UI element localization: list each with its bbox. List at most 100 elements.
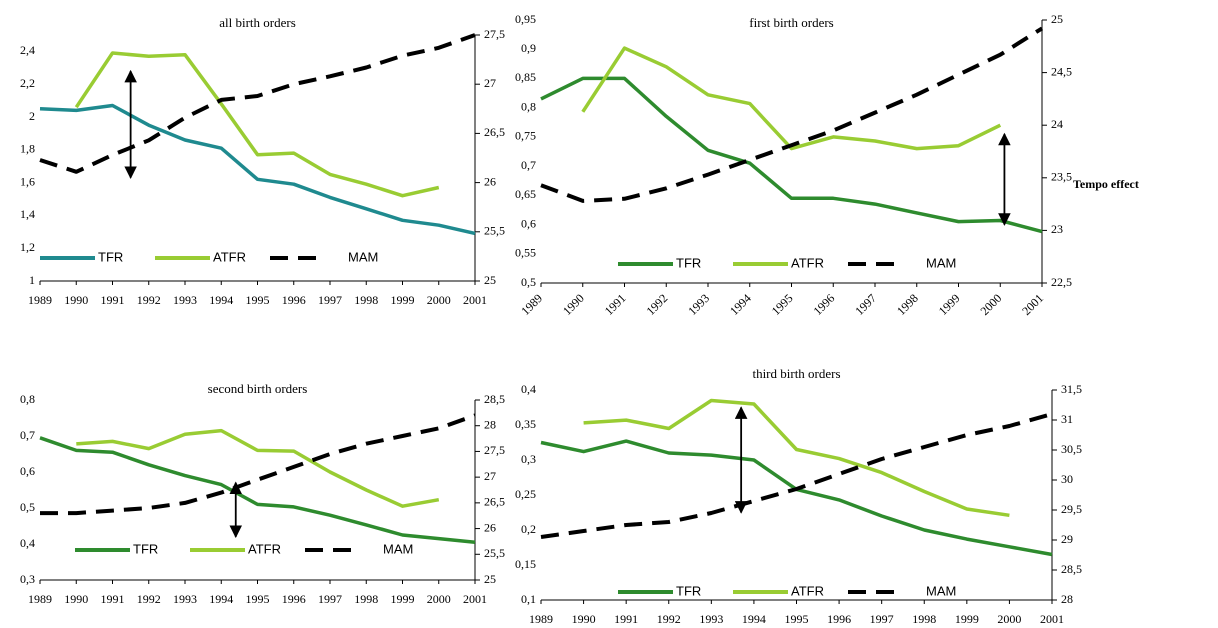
x-tick-label: 1994 <box>742 612 766 626</box>
x-tick-label: 1994 <box>209 592 233 606</box>
y-tick-label: 0,5 <box>521 275 536 289</box>
x-tick-label: 1993 <box>699 612 723 626</box>
series-line <box>581 46 1002 151</box>
x-tick-label: 1999 <box>391 293 415 307</box>
y-tick-label: 0,25 <box>515 487 536 501</box>
x-tick-label: 2001 <box>463 592 487 606</box>
x-tick-label: 1990 <box>572 612 596 626</box>
y2-tick-label: 23,5 <box>1051 170 1072 184</box>
x-tick-label: 1990 <box>560 291 587 318</box>
x-tick-label: 1995 <box>246 293 270 307</box>
y2-tick-label: 25 <box>484 572 496 586</box>
y-tick-label: 0,3 <box>521 452 536 466</box>
y-tick-label: 1,2 <box>20 240 35 254</box>
annotation: Tempo effect <box>1073 177 1139 191</box>
y-tick-label: 0,55 <box>515 246 536 260</box>
x-tick-label: 1997 <box>870 612 894 626</box>
x-tick-label: 1996 <box>827 612 851 626</box>
series-line <box>583 398 1010 518</box>
y2-tick-label: 25 <box>484 273 496 287</box>
chart-panel: second birth orders 0,3 0,4 0,5 0,6 0,7 0,8 25 2… <box>20 381 505 606</box>
y2-tick-label: 27 <box>484 469 496 483</box>
y-tick-label: 0,75 <box>515 129 536 143</box>
y2-tick-label: 31 <box>1061 412 1073 426</box>
series-line <box>76 428 440 508</box>
x-tick-label: 1994 <box>209 293 233 307</box>
legend-label: MAM <box>348 249 378 264</box>
series-line <box>540 76 1043 234</box>
x-tick-label: 1997 <box>852 291 879 318</box>
y2-tick-label: 27,5 <box>484 27 505 41</box>
y-tick-label: 0,95 <box>515 12 536 26</box>
y2-tick-label: 29 <box>1061 532 1073 546</box>
x-tick-label: 1999 <box>391 592 415 606</box>
y-tick-label: 0,85 <box>515 70 536 84</box>
x-tick-label: 1997 <box>318 592 342 606</box>
x-tick-label: 1989 <box>28 592 52 606</box>
y2-tick-label: 28 <box>484 417 496 431</box>
y2-tick-label: 25 <box>1051 12 1063 26</box>
x-tick-label: 1990 <box>64 293 88 307</box>
y2-tick-label: 27 <box>484 76 496 90</box>
y2-tick-label: 25,5 <box>484 546 505 560</box>
x-tick-label: 1993 <box>685 291 712 318</box>
x-tick-label: 1991 <box>101 293 125 307</box>
x-tick-label: 1997 <box>318 293 342 307</box>
x-tick-label: 2000 <box>997 612 1021 626</box>
x-tick-label: 1991 <box>614 612 638 626</box>
x-tick-label: 1998 <box>354 592 378 606</box>
y-tick-label: 2,2 <box>20 76 35 90</box>
y2-tick-label: 24,5 <box>1051 64 1072 78</box>
legend-label: MAM <box>383 541 413 556</box>
y-tick-label: 1,6 <box>20 174 35 188</box>
y2-tick-label: 31,5 <box>1061 382 1082 396</box>
x-tick-label: 1992 <box>137 293 161 307</box>
y-tick-label: 0,8 <box>20 392 35 406</box>
series-line <box>540 26 1044 203</box>
legend-label: ATFR <box>248 541 281 556</box>
x-tick-label: 1989 <box>28 293 52 307</box>
legend-label: TFR <box>98 249 123 264</box>
y2-tick-label: 30,5 <box>1061 442 1082 456</box>
y-tick-label: 0,6 <box>20 464 35 478</box>
chart-title: second birth orders <box>208 381 308 396</box>
y-tick-label: 0,7 <box>521 158 536 172</box>
y-tick-label: 1,8 <box>20 142 35 156</box>
x-tick-label: 1992 <box>657 612 681 626</box>
legend-label: ATFR <box>791 583 824 598</box>
legend-label: TFR <box>676 255 701 270</box>
legend-label: ATFR <box>213 249 246 264</box>
x-tick-label: 1992 <box>137 592 161 606</box>
y2-tick-label: 28,5 <box>1061 562 1082 576</box>
chart-panel: all birth orders 1 1,2 1,4 1,6 1,8 2 2,2 2,4 25 25… <box>20 15 505 307</box>
series-line <box>39 436 476 544</box>
legend-label: TFR <box>676 583 701 598</box>
chart-title: all birth orders <box>219 15 296 30</box>
y-tick-label: 0,4 <box>20 536 35 550</box>
x-tick-label: 1991 <box>101 592 125 606</box>
y2-tick-label: 26 <box>484 520 496 534</box>
x-tick-label: 1998 <box>354 293 378 307</box>
x-tick-label: 1999 <box>955 612 979 626</box>
x-tick-label: 2000 <box>977 291 1004 318</box>
x-tick-label: 2001 <box>463 293 487 307</box>
y2-tick-label: 30 <box>1061 472 1073 486</box>
x-tick-label: 1993 <box>173 293 197 307</box>
y-tick-label: 0,7 <box>20 428 35 442</box>
series-line <box>40 413 476 516</box>
legend-label: TFR <box>133 541 158 556</box>
x-tick-label: 1991 <box>602 291 629 318</box>
x-tick-label: 1995 <box>769 291 796 318</box>
y2-tick-label: 22,5 <box>1051 275 1072 289</box>
x-tick-label: 2001 <box>1019 291 1046 318</box>
y2-tick-label: 29,5 <box>1061 502 1082 516</box>
chart-panel: first birth orders 0,5 0,55 0,6 0,65 0,7 0,75 0… <box>515 12 1139 318</box>
y2-tick-label: 25,5 <box>484 224 505 238</box>
y2-tick-label: 26,5 <box>484 495 505 509</box>
y-tick-label: 1 <box>29 273 35 287</box>
x-tick-label: 1992 <box>643 291 670 318</box>
x-tick-label: 2000 <box>427 293 451 307</box>
y2-tick-label: 26 <box>484 174 496 188</box>
chart-title: third birth orders <box>752 366 840 381</box>
y2-tick-label: 26,5 <box>484 125 505 139</box>
